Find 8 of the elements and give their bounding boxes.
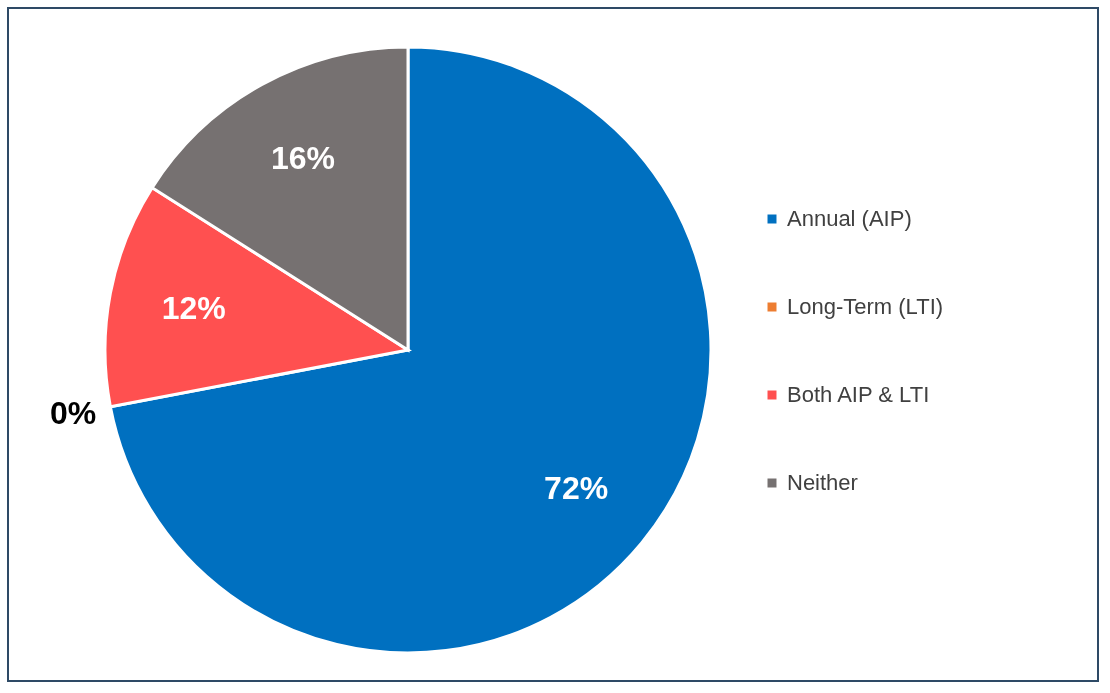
- legend-label: Long-Term (LTI): [787, 294, 944, 319]
- data-label: 72%: [544, 470, 609, 507]
- text: 0%: [49, 394, 97, 431]
- legend-label: Both AIP & LTI: [787, 382, 930, 407]
- data-label: 12%: [161, 290, 226, 327]
- legend-label: Annual (AIP): [787, 206, 912, 231]
- legend-label: Neither: [787, 470, 858, 495]
- data-label: 16%: [270, 139, 335, 176]
